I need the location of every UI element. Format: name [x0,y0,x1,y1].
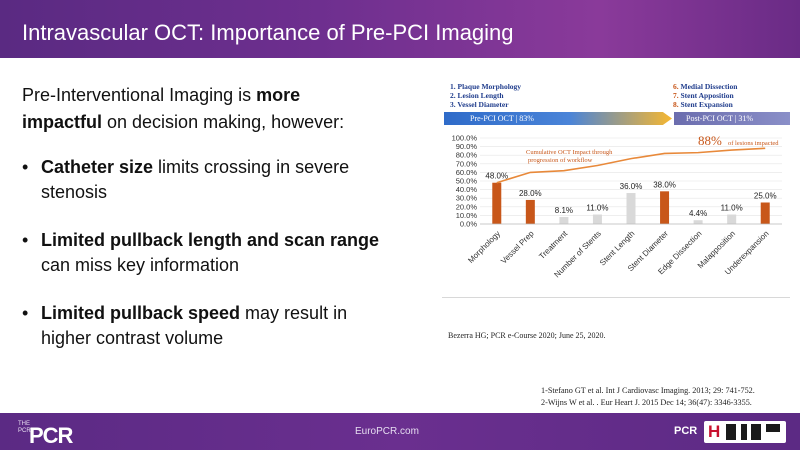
y-tick-label: 80.0% [456,151,478,160]
bar-value-label: 8.1% [555,206,573,215]
partner-mark-icon: H [708,422,721,441]
bullet-item: Limited pullback length and scan range c… [22,228,382,278]
list-item: 7. Stent Apposition [673,91,734,100]
bar-3 [592,214,602,224]
bar-value-label: 28.0% [519,189,542,198]
y-tick-label: 10.0% [456,211,478,220]
list-item: 3. Vessel Diameter [450,100,509,109]
bar-5 [660,191,670,224]
pre-pci-category-list: 1. Plaque Morphology 2. Lesion Length 3.… [450,82,521,109]
oct-impact-figure: 1. Plaque Morphology 2. Lesion Length 3.… [442,76,790,298]
bullet-bold: Catheter size [41,157,154,177]
bullet-list: Catheter size limits crossing in severe … [22,155,382,351]
bullet-bold: Limited pullback length and scan range [41,230,380,250]
bar-value-label: 25.0% [754,192,777,201]
bar-0 [492,182,502,224]
annotation-value: 88% [698,133,722,148]
x-tick-label: Treatment [537,229,569,261]
annotation-text: of lesions impacted [728,140,779,147]
y-tick-label: 20.0% [456,202,478,211]
y-tick-label: 30.0% [456,194,478,203]
y-tick-label: 70.0% [456,159,478,168]
intro-text: Pre-Interventional Imaging is more impac… [22,82,382,136]
y-tick-label: 90.0% [456,142,478,151]
bullet-text: may result in higher contrast volume [41,303,348,348]
pre-pci-bar: Pre-PCI OCT | 83% [444,112,672,125]
references: 1-Stefano GT et al. Int J Cardiovasc Ima… [541,385,755,409]
slide-footer: THE PCR PCR EuroPCR.com PCR H [0,413,800,450]
bullet-section: Pre-Interventional Imaging is more impac… [22,82,382,374]
bullet-item: Catheter size limits crossing in severe … [22,155,382,205]
logo-small-text: THE PCR [18,421,31,434]
bar-2 [559,217,569,224]
slide-title: Intravascular OCT: Importance of Pre-PCI… [22,20,514,45]
list-item: 8. Stent Expansion [673,100,733,109]
cumulative-impact-line [496,147,766,184]
logo-text: PCR [29,423,73,448]
bar-value-label: 11.0% [586,204,608,213]
y-tick-label: 60.0% [456,168,478,177]
bullet-text: limits crossing in severe stenosis [41,157,350,202]
oct-impact-bar-chart: 0.0%10.0%20.0%30.0%40.0%50.0%60.0%70.0%8… [452,133,782,279]
y-tick-label: 0.0% [460,220,477,229]
bar-value-label: 38.0% [653,180,676,189]
intro-lead: Pre-Interventional Imaging is [22,85,257,105]
bar-8 [760,202,770,224]
post-pci-bar: Post-PCI OCT | 31% [674,112,790,125]
y-tick-label: 50.0% [456,177,478,186]
bar-value-label: 48.0% [485,172,508,181]
x-tick-label: Vessel Prep [499,229,536,266]
bullet-text: can miss key information [41,255,240,275]
slide-header: Intravascular OCT: Importance of Pre-PCI… [0,0,800,58]
partner-logo-icon [726,424,782,440]
line-series-label-cont: progression of workflow [528,157,593,164]
reference-item: 2-Wijns W et al. . Eur Heart J. 2015 Dec… [541,398,752,407]
list-item: 6. Medial Dissection [673,82,738,91]
list-item: 2. Lesion Length [450,91,504,100]
bullet-item: Limited pullback speed may result in hig… [22,301,382,351]
bar-7 [727,214,737,224]
post-pci-category-list: 6. Medial Dissection 7. Stent Apposition… [673,82,737,109]
y-tick-label: 40.0% [456,185,478,194]
intro-tail: on decision making, however: [102,112,345,132]
y-tick-label: 100.0% [452,134,478,143]
footer-site-link[interactable]: EuroPCR.com [355,426,419,437]
partner-logo-box: H [704,421,786,443]
bar-4 [626,193,636,224]
bullet-bold: Limited pullback speed [41,303,241,323]
list-item: 1. Plaque Morphology [450,82,522,91]
bar-value-label: 4.4% [689,209,707,218]
x-tick-label: Morphology [466,229,502,265]
intro-bold: more impactful [22,85,301,132]
figure-source: Bezerra HG; PCR e-Course 2020; June 25, … [448,331,606,340]
bar-value-label: 36.0% [620,182,643,191]
bar-1 [525,199,535,224]
reference-item: 1-Stefano GT et al. Int J Cardiovasc Ima… [541,386,755,395]
bar-6 [693,220,703,224]
line-series-label: Cumulative OCT Impact through [526,149,613,156]
bar-value-label: 11.0% [721,204,743,213]
pcr-badge: PCR [674,425,698,437]
